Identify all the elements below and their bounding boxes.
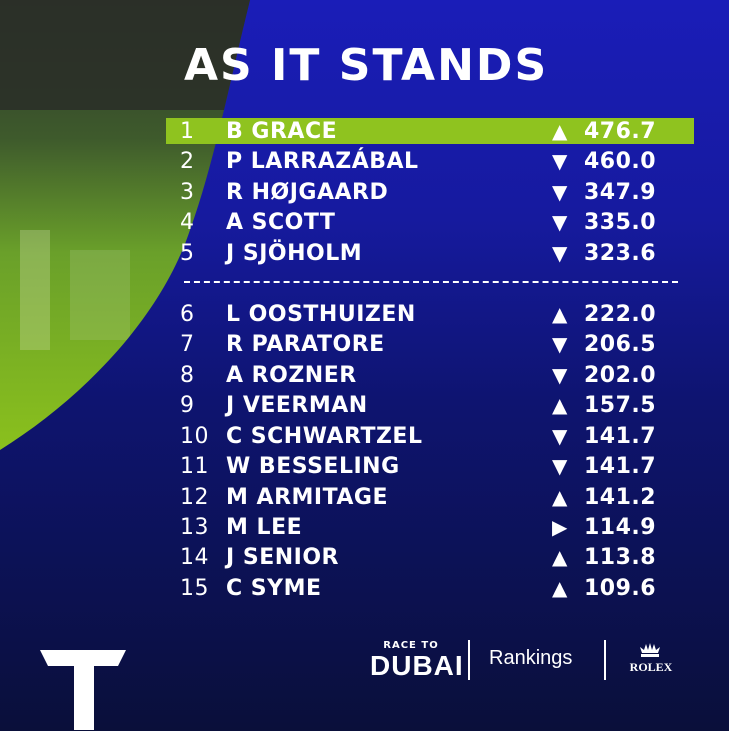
player-points: 141.7 xyxy=(584,454,657,479)
arrow-down-icon: ▼ xyxy=(552,210,568,234)
ranking-position: 1 xyxy=(180,119,195,144)
player-name: M ARMITAGE xyxy=(226,485,389,510)
ranking-row: 4 A SCOTT ▼ 335.0 xyxy=(166,209,694,237)
ranking-row: 12 M ARMITAGE ▲ 141.2 xyxy=(166,484,694,512)
ranking-position: 7 xyxy=(180,332,195,357)
ranking-position: 3 xyxy=(180,180,195,205)
ranking-position: 15 xyxy=(180,576,209,601)
ranking-row: 3 R HØJGAARD ▼ 347.9 xyxy=(166,179,694,207)
ranking-position: 12 xyxy=(180,485,209,510)
player-points: 206.5 xyxy=(584,332,657,357)
ranking-position: 9 xyxy=(180,393,195,418)
arrow-up-icon: ▲ xyxy=(552,485,568,509)
arrow-down-icon: ▼ xyxy=(552,363,568,387)
player-name: R PARATORE xyxy=(226,332,385,357)
player-name: C SCHWARTZEL xyxy=(226,424,423,449)
ranking-row: 10 C SCHWARTZEL ▼ 141.7 xyxy=(166,423,694,451)
player-points: 335.0 xyxy=(584,210,657,235)
player-name: B GRACE xyxy=(226,119,338,144)
player-name: J SJÖHOLM xyxy=(226,241,363,266)
player-points: 114.9 xyxy=(584,515,657,540)
player-points: 222.0 xyxy=(584,302,657,327)
player-name: A SCOTT xyxy=(226,210,336,235)
ranking-row: 9 J VEERMAN ▲ 157.5 xyxy=(166,392,694,420)
player-name: R HØJGAARD xyxy=(226,180,389,205)
ranking-row: 5 J SJÖHOLM ▼ 323.6 xyxy=(166,240,694,268)
arrow-right-icon: ▶ xyxy=(552,515,568,539)
player-name: J VEERMAN xyxy=(226,393,368,418)
ranking-position: 11 xyxy=(180,454,209,479)
arrow-up-icon: ▲ xyxy=(552,576,568,600)
footer-separator xyxy=(468,640,470,680)
player-points: 476.7 xyxy=(584,119,657,144)
arrow-up-icon: ▲ xyxy=(552,119,568,143)
player-points: 323.6 xyxy=(584,241,657,266)
dashed-divider xyxy=(184,281,678,283)
player-points: 157.5 xyxy=(584,393,657,418)
ranking-row: 8 A ROZNER ▼ 202.0 xyxy=(166,362,694,390)
race-to-label: RACE TO xyxy=(383,640,439,651)
rolex-wordmark: ROLEX xyxy=(629,660,673,674)
player-name: C SYME xyxy=(226,576,322,601)
arrow-up-icon: ▲ xyxy=(552,302,568,326)
rolex-crown-icon xyxy=(640,643,660,657)
ranking-position: 2 xyxy=(180,149,195,174)
arrow-down-icon: ▼ xyxy=(552,180,568,204)
ranking-position: 6 xyxy=(180,302,195,327)
ranking-row: 13 M LEE ▶ 114.9 xyxy=(166,514,694,542)
player-name: M LEE xyxy=(226,515,303,540)
player-name: A ROZNER xyxy=(226,363,357,388)
ranking-row: 2 P LARRAZÁBAL ▼ 460.0 xyxy=(166,148,694,176)
arrow-down-icon: ▼ xyxy=(552,332,568,356)
ranking-row: 14 J SENIOR ▲ 113.8 xyxy=(166,544,694,572)
ranking-position: 5 xyxy=(180,241,195,266)
player-name: L OOSTHUIZEN xyxy=(226,302,416,327)
ranking-position: 10 xyxy=(180,424,209,449)
player-points: 109.6 xyxy=(584,576,657,601)
ranking-row: 7 R PARATORE ▼ 206.5 xyxy=(166,331,694,359)
arrow-down-icon: ▼ xyxy=(552,149,568,173)
arrow-down-icon: ▼ xyxy=(552,241,568,265)
player-points: 460.0 xyxy=(584,149,657,174)
tour-logo-icon xyxy=(40,650,126,730)
player-points: 141.2 xyxy=(584,485,657,510)
ranking-position: 14 xyxy=(180,545,209,570)
arrow-down-icon: ▼ xyxy=(552,454,568,478)
arrow-up-icon: ▲ xyxy=(552,393,568,417)
footer-separator xyxy=(604,640,606,680)
player-name: W BESSELING xyxy=(226,454,400,479)
ranking-position: 13 xyxy=(180,515,209,540)
player-name: P LARRAZÁBAL xyxy=(226,149,419,174)
dubai-logo-text: DUBAI xyxy=(370,650,464,681)
player-points: 113.8 xyxy=(584,545,657,570)
arrow-up-icon: ▲ xyxy=(552,545,568,569)
ranking-row: 1 B GRACE ▲ 476.7 xyxy=(166,118,694,144)
ranking-position: 4 xyxy=(180,210,195,235)
player-name: J SENIOR xyxy=(226,545,339,570)
ranking-row: 11 W BESSELING ▼ 141.7 xyxy=(166,453,694,481)
player-points: 202.0 xyxy=(584,363,657,388)
rankings-label: Rankings xyxy=(489,647,573,669)
ranking-row: 15 C SYME ▲ 109.6 xyxy=(166,575,694,603)
ranking-position: 8 xyxy=(180,363,195,388)
page-title: AS IT STANDS xyxy=(184,40,549,91)
ranking-row: 6 L OOSTHUIZEN ▲ 222.0 xyxy=(166,301,694,329)
player-points: 141.7 xyxy=(584,424,657,449)
player-points: 347.9 xyxy=(584,180,657,205)
arrow-down-icon: ▼ xyxy=(552,424,568,448)
